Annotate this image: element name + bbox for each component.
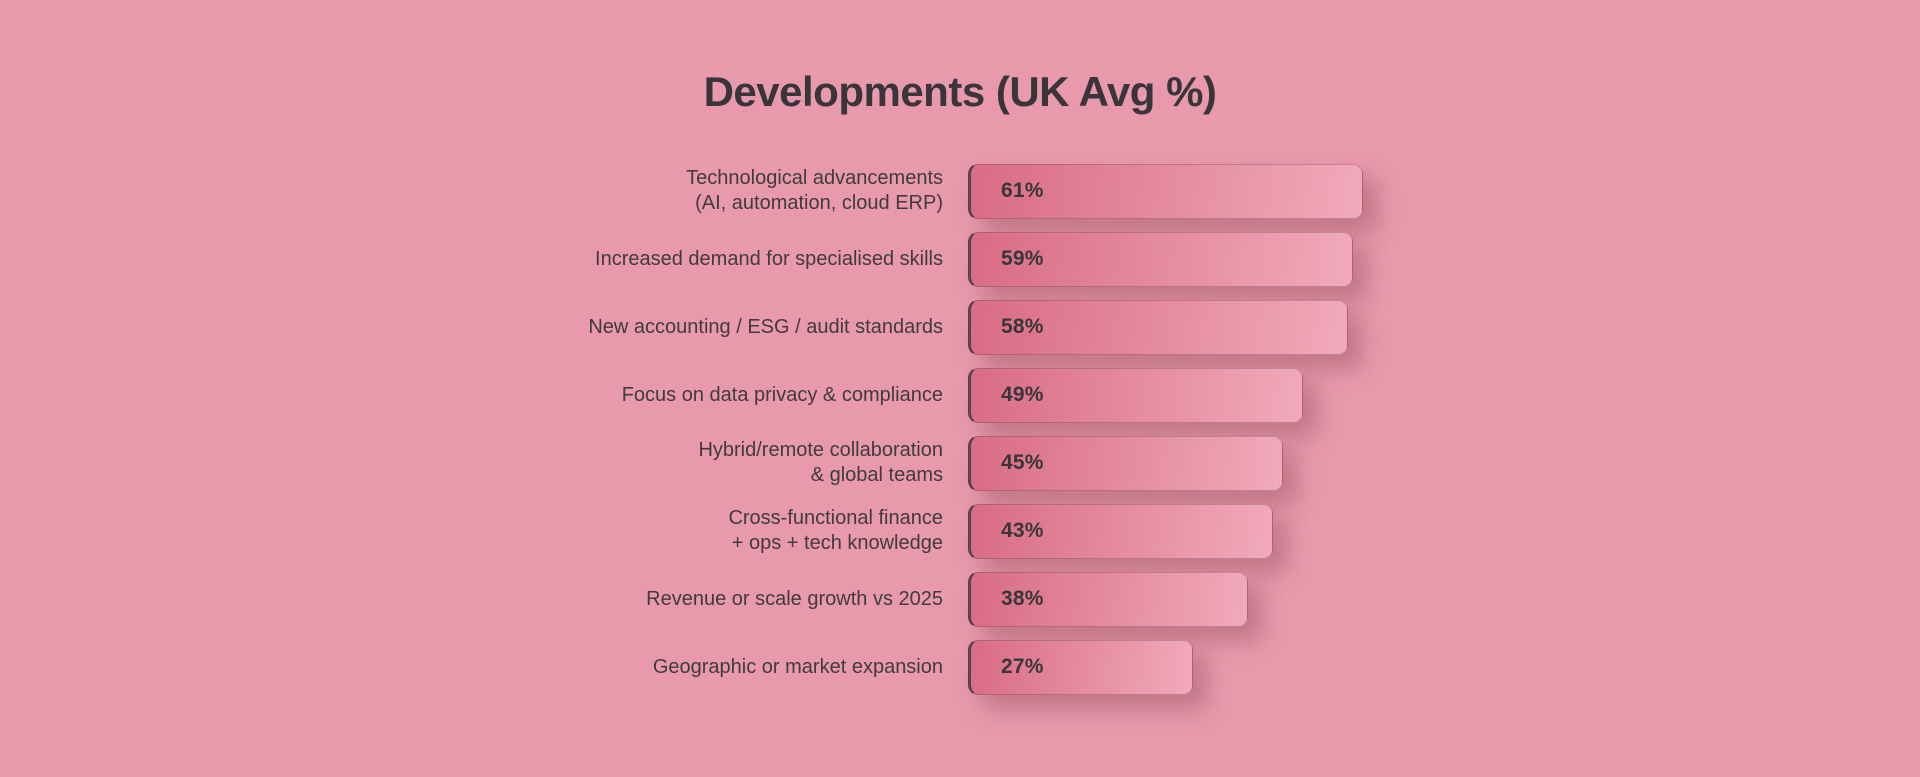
- bar: 27%: [968, 639, 1193, 695]
- bar-chart: Technological advancements (AI, automati…: [0, 157, 1920, 701]
- bar-label: Revenue or scale growth vs 2025: [646, 587, 943, 610]
- chart-title: Developments (UK Avg %): [703, 68, 1217, 115]
- bar-label: Increased demand for specialised skills: [595, 247, 943, 270]
- bar-row: Technological advancements (AI, automati…: [0, 157, 1920, 225]
- bar: 59%: [968, 231, 1353, 287]
- bar-row: Cross-functional finance + ops + tech kn…: [0, 497, 1920, 565]
- bar-value: 38%: [1001, 587, 1044, 610]
- bar: 38%: [968, 571, 1248, 627]
- bar: 43%: [968, 503, 1273, 559]
- bar-row: Hybrid/remote collaboration & global tea…: [0, 429, 1920, 497]
- bar: 58%: [968, 299, 1348, 355]
- bar-value: 59%: [1001, 247, 1044, 270]
- bar-row: New accounting / ESG / audit standards 5…: [0, 293, 1920, 361]
- bar-value: 27%: [1001, 655, 1044, 678]
- bar-label: Focus on data privacy & compliance: [621, 383, 943, 406]
- bar-label: Geographic or market expansion: [652, 655, 943, 678]
- bar-value: 45%: [1001, 451, 1044, 474]
- bar-label: Technological advancements (AI, automati…: [686, 167, 943, 214]
- bar-label: Cross-functional finance + ops + tech kn…: [728, 507, 943, 554]
- bar-value: 49%: [1001, 383, 1044, 406]
- bar-value: 58%: [1001, 315, 1044, 338]
- bar: 45%: [968, 435, 1283, 491]
- bar: 61%: [968, 163, 1363, 219]
- bar-row: Revenue or scale growth vs 2025 38%: [0, 565, 1920, 633]
- bar-value: 43%: [1001, 519, 1044, 542]
- bar-row: Focus on data privacy & compliance 49%: [0, 361, 1920, 429]
- bar-value: 61%: [1001, 179, 1044, 202]
- bar-row: Increased demand for specialised skills …: [0, 225, 1920, 293]
- bar-label: Hybrid/remote collaboration & global tea…: [698, 439, 943, 486]
- bar-label: New accounting / ESG / audit standards: [588, 315, 943, 338]
- bar-row: Geographic or market expansion 27%: [0, 633, 1920, 701]
- bar: 49%: [968, 367, 1303, 423]
